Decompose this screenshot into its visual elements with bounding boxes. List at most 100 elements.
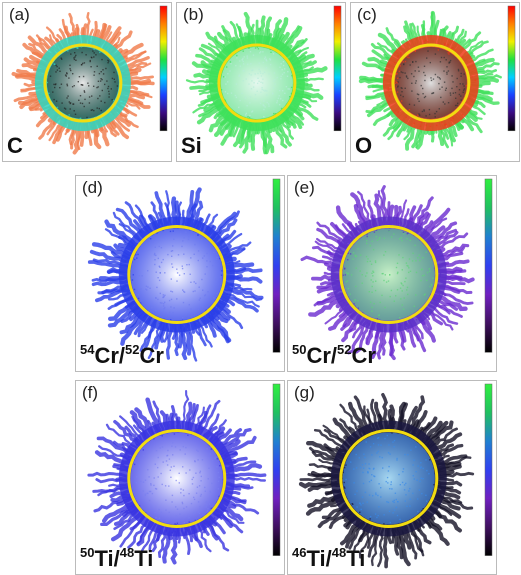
particle [385,274,386,275]
particle [243,61,244,62]
particle [171,466,172,467]
particle [388,470,389,471]
particle [343,302,344,303]
particle [360,254,361,255]
particle [390,484,391,485]
particle [183,495,184,496]
particle [194,290,195,291]
particle [235,95,236,96]
particle [187,435,188,436]
particle [265,43,266,44]
particle [198,250,199,251]
particle [384,438,385,439]
particle [356,454,357,455]
particle [388,452,389,453]
particle [426,501,427,502]
particle [395,493,396,494]
particle [284,72,285,73]
particle [249,73,250,74]
particle [276,46,277,47]
particle [297,71,298,72]
particle [299,74,300,75]
particle [242,58,243,59]
particle [440,78,441,79]
particle [409,258,410,259]
particle [217,458,218,459]
particle [215,279,216,280]
particle [378,315,379,316]
particle [99,108,100,109]
particle [171,501,172,502]
particle [376,529,377,530]
particle [197,459,198,460]
particle [99,52,100,53]
particle [383,523,384,524]
particle [423,72,424,73]
particle [367,501,368,502]
particle [444,124,445,125]
particle [147,286,148,287]
particle [249,102,250,103]
particle [397,501,398,502]
particle [172,495,173,496]
particle [182,503,183,504]
particle [72,86,73,87]
particle [165,509,166,510]
particle [221,275,222,276]
particle [460,83,461,84]
particle [436,125,437,126]
particle [244,41,245,42]
particle [270,64,271,65]
particle [184,522,185,523]
particle [80,102,81,103]
particle [455,105,456,106]
particle [391,328,392,329]
particle [97,107,98,108]
particle [241,93,242,94]
particle [371,474,372,475]
particle [406,117,407,118]
particle [406,262,407,263]
particle [353,516,354,517]
particle [208,468,209,469]
particle [286,86,287,87]
particle [373,475,374,476]
particle [422,235,423,236]
particle [176,480,177,481]
particle [72,103,73,104]
particle [202,459,203,460]
particle [407,55,408,56]
element: Si [181,133,202,158]
particle [188,427,189,428]
particle [143,455,144,456]
particle [255,47,256,48]
particle [153,241,154,242]
particle [175,506,176,507]
particle [409,240,410,241]
particle [375,428,376,429]
particle [231,92,232,93]
particle [282,69,283,70]
particle [220,276,221,277]
particle [455,98,456,99]
particle [430,62,431,63]
particle [422,88,423,89]
particle [93,75,94,76]
particle [55,83,56,84]
particle [396,507,397,508]
particle [139,465,140,466]
particle [56,101,57,102]
particle [452,81,453,82]
particle [415,82,416,83]
particle [197,234,198,235]
particle [208,478,209,479]
particle [94,71,95,72]
particle [193,497,194,498]
particle [450,92,451,93]
particle [157,299,158,300]
particle [48,107,49,108]
particle [264,58,265,59]
particle [353,468,354,469]
particle [81,64,82,65]
particle [431,80,432,81]
